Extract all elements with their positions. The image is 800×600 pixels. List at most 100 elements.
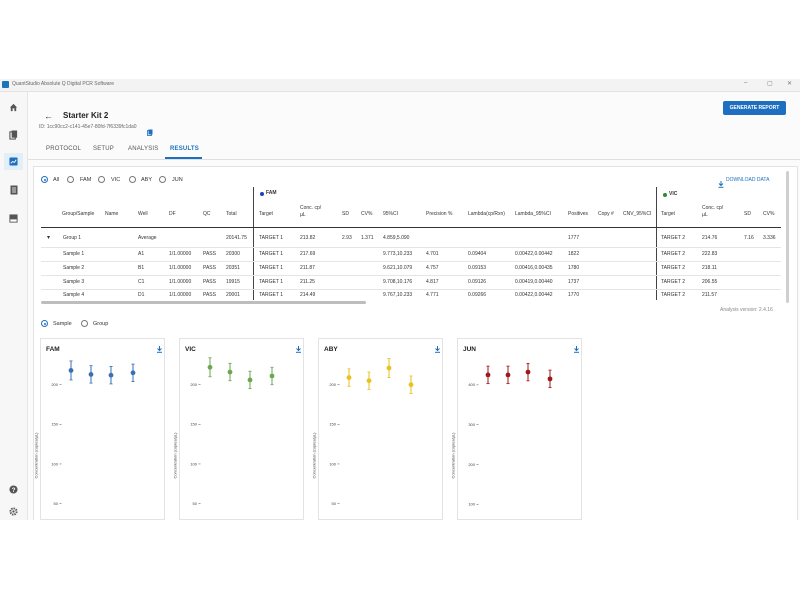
- group-conc: 213.82: [300, 235, 316, 241]
- row-divider: [41, 275, 781, 276]
- row-target: TARGET 1: [259, 251, 283, 257]
- data-point: [386, 365, 392, 371]
- row-positives: 1737: [568, 279, 580, 285]
- header-group-sample: Group/Sample: [62, 211, 95, 217]
- generate-report-button[interactable]: GENERATE REPORT: [723, 101, 786, 115]
- header-sd-2: SD: [744, 211, 751, 217]
- row-conc: 211.87: [300, 265, 315, 271]
- close-button[interactable]: ✕: [787, 81, 793, 87]
- download-data-link[interactable]: DOWNLOAD DATA: [726, 177, 770, 183]
- y-tick-label: 150: [329, 422, 336, 427]
- results-icon[interactable]: [4, 153, 23, 170]
- expand-group-toggle[interactable]: ▾: [47, 235, 51, 241]
- report-icon[interactable]: [7, 183, 20, 196]
- header-positives: Positives: [568, 211, 589, 217]
- y-tick-label: 200: [468, 462, 475, 467]
- row-total: 20351: [226, 265, 240, 271]
- row-precision: 4.701: [426, 251, 439, 257]
- data-point: [108, 372, 114, 378]
- header-target-2: Target: [661, 211, 675, 217]
- header-name: Name: [105, 211, 119, 217]
- group-target: TARGET 1: [259, 235, 283, 241]
- y-tick-label: 200: [329, 382, 336, 387]
- row-target-2: TARGET 2: [661, 251, 685, 257]
- group-total: 20141.75: [226, 235, 247, 241]
- row-sample: Sample 3: [63, 279, 85, 285]
- storage-icon[interactable]: [7, 212, 20, 225]
- row-positives: 1770: [568, 292, 580, 298]
- plot-title: JUN: [463, 346, 477, 353]
- column-separator: [253, 187, 254, 300]
- row-lambda-ci: 0.00416,0.00435: [515, 265, 553, 271]
- header-df: DF: [169, 211, 176, 217]
- y-tick-label: 100: [329, 461, 336, 466]
- row-df: 1/1.00000: [169, 251, 192, 257]
- filter-label-jun: JUN: [172, 177, 183, 183]
- view-label-group: Group: [93, 321, 109, 327]
- plot-title: VIC: [185, 346, 196, 353]
- header-conc: Conc. cp/µL: [300, 205, 322, 218]
- y-tick-label: 50: [332, 501, 337, 506]
- header-target: Target: [259, 211, 273, 217]
- back-arrow-icon[interactable]: ←: [44, 111, 53, 121]
- group-ci: 4.859,5.090: [383, 235, 410, 241]
- row-qc: PASS: [203, 279, 216, 285]
- view-radio-group[interactable]: [81, 320, 88, 327]
- row-target: TARGET 1: [259, 279, 283, 285]
- group-cv: 1.371: [361, 235, 374, 241]
- row-positives: 1822: [568, 251, 580, 257]
- vertical-scrollbar[interactable]: [786, 171, 789, 303]
- horizontal-scrollbar[interactable]: [41, 301, 366, 304]
- row-ci: 9.767,10.233: [383, 292, 413, 298]
- row-conc-2: 222.83: [702, 251, 718, 257]
- window-title: QuantStudio Absolute Q Digital PCR Softw…: [12, 81, 114, 87]
- group-conc-2: 214.76: [702, 235, 718, 241]
- row-lambda: 0.09126: [468, 279, 487, 285]
- row-ci: 9.708,10.176: [383, 279, 413, 285]
- filter-radio-jun[interactable]: [159, 176, 166, 183]
- view-radio-sample[interactable]: [41, 320, 48, 327]
- row-divider: [41, 289, 781, 290]
- plot-card-aby: ABY Concentration (copies/µL) 50 100 150 20…: [311, 338, 443, 520]
- row-conc: 211.25: [300, 279, 315, 285]
- row-conc-2: 211.57: [702, 292, 717, 298]
- download-icon[interactable]: [718, 175, 724, 193]
- data-point: [408, 382, 414, 388]
- run-title: Starter Kit 2: [63, 111, 109, 120]
- tab-protocol[interactable]: PROTOCOL: [46, 146, 82, 152]
- data-point: [227, 369, 233, 375]
- tab-setup[interactable]: SETUP: [93, 146, 115, 152]
- filter-radio-fam[interactable]: [67, 176, 74, 183]
- active-tab-indicator: [165, 157, 202, 159]
- row-divider: [41, 261, 781, 262]
- help-icon[interactable]: ?: [7, 483, 20, 496]
- row-ci: 9.773,10.233: [383, 251, 413, 257]
- y-tick-label: 200: [190, 382, 197, 387]
- y-tick-label: 50: [193, 501, 198, 506]
- y-tick-label: 100: [190, 461, 197, 466]
- maximize-button[interactable]: ▢: [767, 81, 773, 87]
- column-separator: [656, 187, 657, 300]
- tab-results[interactable]: RESULTS: [170, 146, 199, 152]
- tab-divider: [28, 159, 800, 160]
- y-axis-label: Concentration (copies/µL): [172, 432, 178, 479]
- plot-card-fam: FAM Concentration (copies/µL) 50 100 150 20…: [33, 338, 165, 520]
- settings-gear-icon[interactable]: [7, 505, 20, 518]
- copy-icon[interactable]: [147, 123, 153, 141]
- row-divider: [41, 247, 781, 248]
- header-qc: QC: [203, 211, 211, 217]
- row-lambda-ci: 0.00422,0.00442: [515, 251, 553, 257]
- data-point: [505, 372, 511, 378]
- tab-analysis[interactable]: ANALYSIS: [128, 146, 159, 152]
- minimize-button[interactable]: –: [744, 80, 748, 86]
- filter-radio-all[interactable]: [41, 176, 48, 183]
- row-total: 20300: [226, 251, 240, 257]
- filter-radio-aby[interactable]: [129, 176, 136, 183]
- filter-radio-vic[interactable]: [98, 176, 105, 183]
- data-point: [88, 371, 94, 377]
- documents-icon[interactable]: [7, 128, 20, 141]
- group-header-fam: FAM: [266, 190, 277, 196]
- home-icon[interactable]: [7, 101, 20, 114]
- y-tick-label: 100: [468, 502, 475, 507]
- vic-dot: [663, 193, 667, 197]
